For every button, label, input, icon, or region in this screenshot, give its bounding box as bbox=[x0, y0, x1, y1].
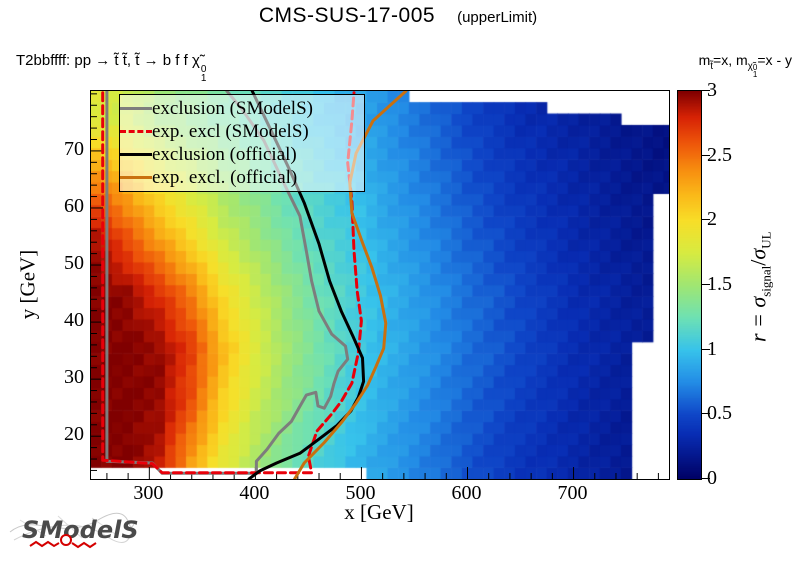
x-tick-label: 600 bbox=[451, 482, 482, 504]
colorbar bbox=[677, 90, 702, 480]
colorbar-tick bbox=[701, 284, 710, 285]
legend-label: exp. excl (SModelS) bbox=[152, 120, 309, 142]
legend-item: exp. excl (SModelS) bbox=[120, 120, 364, 143]
colorbar-title: r = σsignal/σUL bbox=[745, 231, 774, 343]
colorbar-gradient bbox=[678, 91, 701, 479]
y-tick-label: 70 bbox=[64, 137, 84, 160]
colorbar-tick-label: 3 bbox=[707, 79, 717, 101]
colorbar-tick-label: 2 bbox=[707, 208, 717, 231]
colorbar-tick-label: 0.5 bbox=[707, 402, 732, 425]
colorbar-tick bbox=[701, 90, 710, 91]
y-tick-label: 50 bbox=[64, 252, 84, 275]
x-tick-label: 500 bbox=[345, 482, 376, 504]
y-tick-label: 20 bbox=[64, 423, 84, 446]
legend-item: exclusion (official) bbox=[120, 143, 364, 166]
x-tick-label: 400 bbox=[239, 482, 270, 504]
legend-line-sample bbox=[120, 130, 152, 133]
plot-legend: exclusion (SModelS) exp. excl (SModelS) … bbox=[119, 94, 365, 192]
colorbar-tick bbox=[701, 413, 710, 415]
legend-item: exclusion (SModelS) bbox=[120, 97, 364, 120]
logo-particle-icon bbox=[60, 534, 72, 546]
curve-exclusion-official- bbox=[247, 91, 366, 479]
colorbar-tick bbox=[701, 219, 710, 221]
arrow-icon: → bbox=[95, 52, 111, 69]
process-prefix: T2bbffff: pp bbox=[16, 52, 92, 69]
colorbar-tick-label: 0 bbox=[707, 467, 717, 489]
y-tick-label: 60 bbox=[64, 194, 84, 217]
legend-line-sample bbox=[120, 153, 152, 156]
page-title-suffix: (upperLimit) bbox=[457, 9, 538, 26]
colorbar-tick bbox=[701, 154, 710, 156]
colorbar-tick-label: 1.5 bbox=[707, 273, 732, 295]
colorbar-tick bbox=[701, 478, 710, 479]
legend-label: exclusion (SModelS) bbox=[152, 97, 313, 119]
plot-title-bar: CMS-SUS-17-005 (upperLimit) bbox=[0, 4, 796, 28]
legend-label: exclusion (official) bbox=[152, 143, 297, 165]
colorbar-tick-label: 1 bbox=[707, 337, 717, 360]
x-axis-title: x [GeV] bbox=[344, 500, 414, 524]
neutralino-symbol: χ̃ 0 1 bbox=[191, 52, 207, 84]
page-title: CMS-SUS-17-005 bbox=[258, 4, 436, 27]
smodels-logo-text: SModelS bbox=[22, 516, 138, 544]
process-label: T2bbffff: pp → t̃ t̃, t̃ → b f f χ̃ 0 1 bbox=[16, 52, 207, 84]
y-tick-label: 30 bbox=[64, 366, 84, 389]
process-mid: t̃ t̃, t̃ bbox=[114, 52, 140, 69]
curves-and-ticks-overlay bbox=[91, 91, 659, 479]
colorbar-tick bbox=[701, 348, 710, 350]
process-final: b f f bbox=[162, 52, 188, 69]
legend-label: exp. excl. (official) bbox=[152, 166, 298, 188]
y-tick-label: 40 bbox=[64, 309, 84, 332]
legend-line-sample bbox=[120, 176, 152, 179]
x-tick-label: 700 bbox=[557, 482, 588, 504]
plot-area: exclusion (SModelS) exp. excl (SModelS) … bbox=[90, 90, 670, 480]
smodels-logo: SModelS bbox=[9, 512, 138, 549]
colorbar-tick-label: 2.5 bbox=[707, 143, 732, 166]
mass-definition-label: mt̃=x, mχ̃ 0 1 =x - y bbox=[698, 52, 792, 79]
legend-item: exp. excl. (official) bbox=[120, 166, 364, 189]
y-axis-title: y [GeV] bbox=[15, 249, 40, 320]
legend-line-sample bbox=[120, 107, 152, 110]
x-tick-label: 300 bbox=[133, 482, 164, 504]
arrow-icon: → bbox=[143, 52, 159, 69]
neutralino-subscript: χ̃ bbox=[747, 60, 753, 72]
